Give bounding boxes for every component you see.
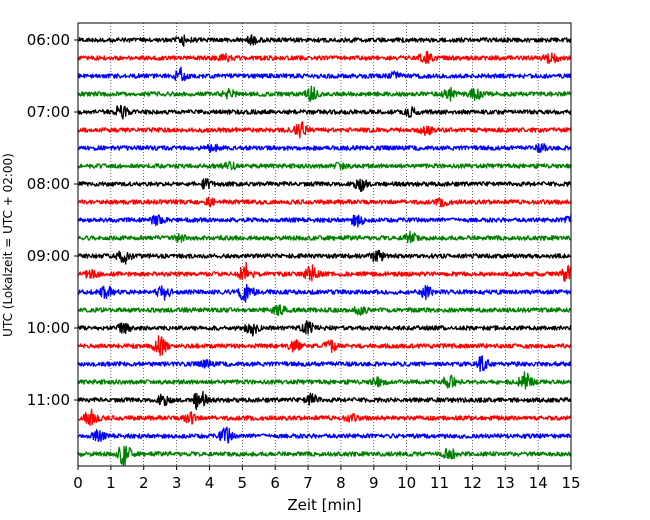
x-tick-label: 3 bbox=[172, 474, 182, 492]
trace-1030 bbox=[77, 355, 572, 373]
x-tick-label: 9 bbox=[369, 474, 379, 492]
x-tick-label: 7 bbox=[303, 474, 313, 492]
x-grid bbox=[110, 23, 539, 466]
plot-frame bbox=[77, 22, 572, 467]
trace-0700 bbox=[77, 104, 572, 120]
trace-1130 bbox=[77, 426, 572, 444]
y-tick-label: 06:00 bbox=[27, 31, 70, 49]
x-tick-label: 6 bbox=[270, 474, 280, 492]
x-tick-label: 2 bbox=[139, 474, 149, 492]
trace-0730 bbox=[77, 143, 572, 154]
trace-0600 bbox=[77, 34, 572, 47]
x-tick-label: 13 bbox=[496, 474, 515, 492]
trace-0830 bbox=[77, 213, 572, 228]
x-tick-label: 4 bbox=[205, 474, 215, 492]
y-tick-label: 10:00 bbox=[27, 319, 70, 337]
trace-0930 bbox=[77, 283, 572, 303]
trace-0900 bbox=[77, 249, 572, 265]
trace-1145 bbox=[77, 445, 572, 467]
traces bbox=[77, 34, 572, 467]
trace-0715 bbox=[77, 121, 572, 139]
trace-0945 bbox=[77, 304, 572, 317]
x-tick-label: 8 bbox=[336, 474, 346, 492]
trace-0800 bbox=[77, 178, 572, 192]
trace-0745 bbox=[77, 160, 572, 171]
trace-1015 bbox=[77, 335, 572, 357]
y-tick-label: 09:00 bbox=[27, 247, 70, 265]
x-tick-label: 5 bbox=[238, 474, 248, 492]
y-axis-label: UTC (Lokalzeit = UTC + 02:00) bbox=[1, 153, 15, 337]
x-tick-label: 10 bbox=[397, 474, 416, 492]
trace-0815 bbox=[77, 196, 572, 208]
x-axis-ticks: 0 1 2 3 4 5 6 7 8 9 10 11 12 13 14 15 bbox=[73, 466, 581, 492]
x-tick-label: 11 bbox=[430, 474, 449, 492]
x-tick-label: 1 bbox=[106, 474, 116, 492]
trace-1115 bbox=[77, 408, 572, 426]
x-tick-label: 0 bbox=[73, 474, 83, 492]
trace-0845 bbox=[77, 230, 572, 244]
trace-0645 bbox=[77, 85, 572, 103]
trace-0630 bbox=[77, 66, 572, 82]
trace-0915 bbox=[77, 261, 572, 283]
x-tick-label: 15 bbox=[561, 474, 580, 492]
trace-1000 bbox=[77, 320, 572, 337]
trace-1100 bbox=[77, 390, 572, 411]
x-tick-label: 14 bbox=[529, 474, 548, 492]
y-tick-label: 11:00 bbox=[27, 391, 70, 409]
trace-1045 bbox=[77, 371, 572, 390]
x-axis-label: Zeit [min] bbox=[287, 496, 361, 514]
plot-background bbox=[78, 23, 571, 466]
trace-0615 bbox=[77, 50, 572, 65]
x-tick-label: 12 bbox=[463, 474, 482, 492]
y-tick-label: 08:00 bbox=[27, 175, 70, 193]
y-tick-label: 07:00 bbox=[27, 103, 70, 121]
y-axis-ticks: 06:00 07:00 08:00 09:00 10:00 11:00 bbox=[27, 31, 78, 409]
